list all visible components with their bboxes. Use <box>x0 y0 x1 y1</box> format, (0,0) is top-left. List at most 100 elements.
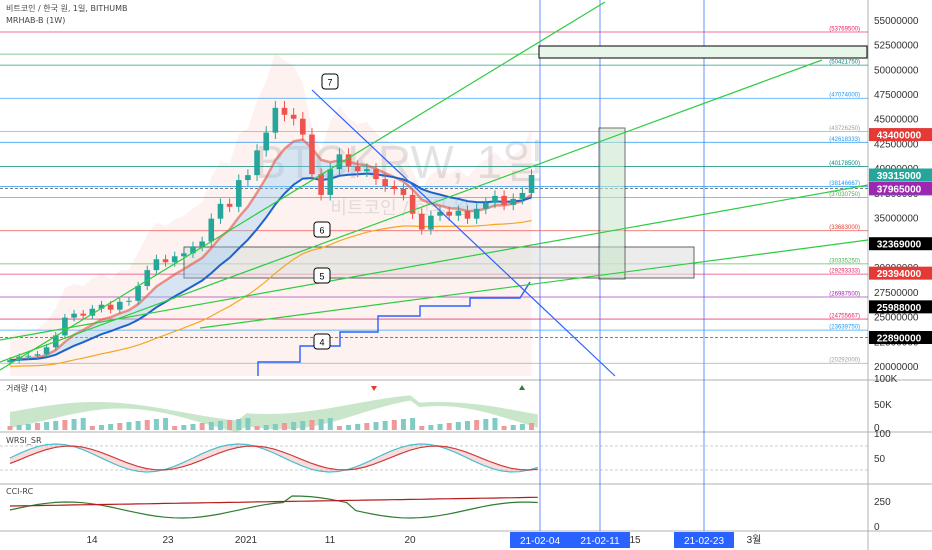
price-tag: 22890000 <box>869 331 932 345</box>
candle-body <box>254 150 260 176</box>
cci-signal-line <box>9 496 538 507</box>
volume-bar <box>7 426 13 430</box>
candle-body <box>107 304 114 310</box>
volume-bar <box>263 425 269 430</box>
volume-bar <box>117 423 123 430</box>
candle-body <box>43 347 50 355</box>
candle <box>354 160 361 178</box>
candle <box>382 173 388 192</box>
ema-band-fill <box>10 139 532 361</box>
volume-bar <box>181 425 187 430</box>
volume-bar <box>446 423 452 430</box>
volume-bar <box>217 421 223 430</box>
volume-bar <box>282 423 287 430</box>
level-label: (20292000) <box>829 358 860 364</box>
candle-body <box>162 259 169 263</box>
candle-body <box>528 174 535 193</box>
candle <box>492 190 498 209</box>
candle-body <box>354 166 361 172</box>
candle-body <box>226 203 233 207</box>
trendline <box>0 184 869 341</box>
volume-bar <box>71 419 77 430</box>
candle <box>25 352 32 360</box>
volume-bar <box>428 425 434 430</box>
candle <box>190 241 196 258</box>
price-tag-text: 22890000 <box>877 334 922 345</box>
candle-body <box>309 134 315 175</box>
candle <box>290 108 297 126</box>
chart-header: 비트코인 / 한국 원, 1일, BITHUMB MRHAB-B (1W) <box>6 3 127 27</box>
candle-body <box>235 180 242 207</box>
volume-bar <box>163 418 169 430</box>
ema-mid-line <box>9 172 532 362</box>
wave-label-text: 4 <box>319 338 324 348</box>
candle-body <box>418 213 425 230</box>
volume-bar <box>236 419 242 430</box>
candle <box>501 190 507 211</box>
candle <box>519 187 526 205</box>
candle-body <box>144 270 151 286</box>
wave-label-box <box>313 267 331 284</box>
level-label: (37030750) <box>829 192 860 198</box>
price-tick-label: 55000000 <box>874 16 919 27</box>
candle-body <box>391 186 398 189</box>
level-label: (30335250) <box>829 258 860 264</box>
volume-bar <box>382 421 388 430</box>
price-tick-label: 35000000 <box>874 214 919 225</box>
candle-body <box>190 246 196 254</box>
candle-body <box>483 202 489 209</box>
volume-bar <box>53 421 59 430</box>
candle <box>373 163 379 185</box>
price-tag-text: 29394000 <box>877 269 922 280</box>
cci-tick-label: 0 <box>874 522 880 533</box>
volume-bar <box>529 423 535 430</box>
candle-body <box>327 169 334 195</box>
candle-body <box>428 215 434 230</box>
target-zone-box <box>538 45 868 59</box>
price-tick-label: 50000000 <box>874 65 919 76</box>
time-tick-label: 11 <box>325 535 336 546</box>
volume-tick-label: 50K <box>874 400 892 411</box>
candle <box>300 112 306 142</box>
time-tick-label: 23 <box>162 535 174 546</box>
volume-bar <box>364 423 370 430</box>
candle-body <box>71 313 77 318</box>
level-label: (50421750) <box>829 60 860 66</box>
volume-bar <box>172 426 178 430</box>
time-tick-label: 3월 <box>747 534 762 546</box>
candle-body <box>464 210 471 219</box>
time-tick-label: 20 <box>404 535 416 546</box>
candle <box>245 169 251 186</box>
date-tag: 21-02-11 <box>570 532 630 548</box>
price-tag-bg <box>869 331 932 345</box>
candle <box>437 206 443 221</box>
trendline <box>0 1 606 371</box>
date-tag-text: 21-02-11 <box>580 536 620 547</box>
volume-bar <box>25 424 31 430</box>
candle <box>80 309 86 320</box>
date-tag-text: 21-02-04 <box>520 536 560 547</box>
candle <box>43 344 50 358</box>
volume-bar <box>474 420 480 430</box>
level-label: (42618333) <box>829 137 860 143</box>
candle-body <box>245 175 251 181</box>
date-tag-text: 21-02-23 <box>684 536 724 547</box>
candle <box>483 197 489 215</box>
wave-label-box <box>313 333 331 350</box>
price-tag-bg <box>869 128 932 142</box>
wrsi-fill <box>10 444 538 472</box>
level-label: (38146667) <box>829 181 860 187</box>
candle <box>309 128 315 180</box>
candle-body <box>208 218 215 242</box>
wave-label-text: 6 <box>319 226 324 236</box>
price-tag: 32369000 <box>869 237 932 251</box>
candle <box>217 198 224 224</box>
candle <box>345 148 352 173</box>
candle <box>117 297 123 314</box>
candle-body <box>510 198 517 205</box>
candle-body <box>281 107 288 115</box>
candle-body <box>382 179 388 187</box>
wave-label-text: 5 <box>319 272 324 282</box>
candle-body <box>217 203 224 219</box>
